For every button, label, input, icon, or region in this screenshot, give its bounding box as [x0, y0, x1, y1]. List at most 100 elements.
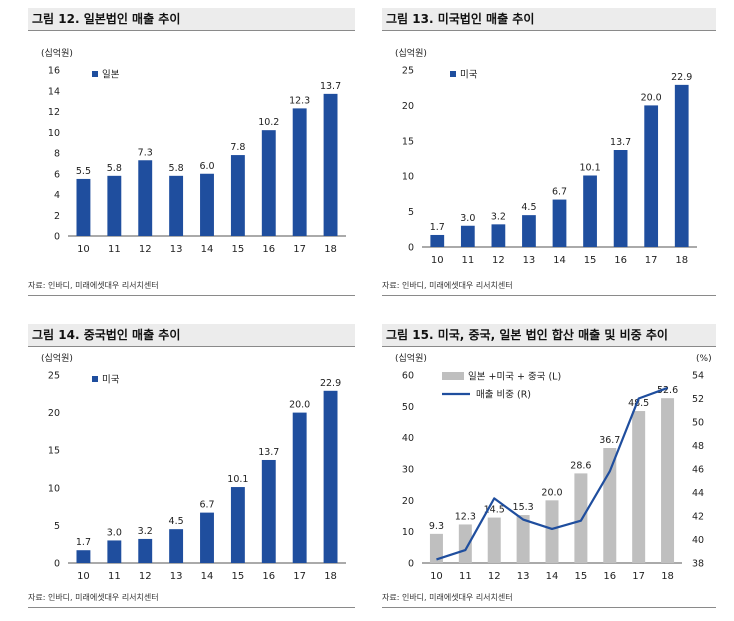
y-tick-label: 50: [402, 402, 414, 413]
y-tick-label: 0: [54, 232, 60, 243]
y-tick-label: 20: [402, 101, 414, 112]
source-note: 자료: 인바디, 미래에셋대우 리서치센터: [28, 593, 159, 602]
figure-panel-12: 그림 12. 일본법인 매출 추이 (십억원) 0 2 4 6 8 10 12 14 16 5.5 1…: [28, 8, 355, 304]
x-tick-label: 13: [523, 255, 536, 266]
legend-bar-swatch: [92, 376, 98, 382]
y-right-tick-label: 46: [692, 465, 704, 476]
x-tick-label: 18: [675, 255, 688, 266]
bar-value-label: 4.5: [521, 202, 536, 213]
y-right-tick-label: 50: [692, 418, 704, 429]
bar-value-label: 6.7: [199, 500, 214, 511]
bar: [430, 234, 445, 247]
bar: [487, 517, 501, 563]
bar-value-label: 52.6: [657, 385, 678, 396]
x-tick-label: 12: [139, 244, 152, 255]
bar-value-label: 12.3: [289, 95, 310, 106]
legend-label: 미국: [460, 70, 478, 81]
legend-bar-swatch: [92, 71, 98, 77]
title-divider: [382, 30, 716, 31]
bar-value-label: 12.3: [455, 511, 476, 522]
bar-value-label: 4.5: [169, 516, 184, 527]
y-axis-unit: (십억원): [395, 47, 427, 59]
y-tick-label: 12: [48, 107, 60, 118]
x-tick-label: 15: [575, 571, 588, 582]
bar: [674, 84, 689, 247]
bottom-divider: [382, 295, 716, 296]
figure-title: 그림 13. 미국법인 매출 추이: [382, 8, 716, 30]
source-note: 자료: 인바디, 미래에셋대우 리서치센터: [28, 281, 159, 290]
bar: [583, 175, 597, 247]
source-note: 자료: 인바디, 미래에셋대우 리서치센터: [382, 281, 513, 290]
bar: [230, 487, 245, 563]
x-tick-label: 18: [661, 571, 674, 582]
bar-value-label: 20.0: [289, 400, 310, 411]
bar: [458, 524, 472, 563]
bar: [323, 390, 338, 563]
title-divider: [28, 346, 355, 347]
bottom-divider: [28, 607, 355, 608]
x-tick-label: 17: [632, 571, 645, 582]
x-tick-label: 15: [232, 571, 245, 582]
x-tick-label: 12: [488, 571, 501, 582]
bar: [613, 150, 628, 247]
x-tick-label: 16: [262, 571, 275, 582]
bar-value-label: 20.0: [541, 487, 562, 498]
bar: [491, 224, 506, 247]
legend-bar-swatch: [442, 372, 464, 380]
figure-panel-13: 그림 13. 미국법인 매출 추이 (십억원) 0 5 10 15 20 25 1.7 10 3.…: [382, 8, 716, 304]
y-right-tick-label: 54: [692, 371, 704, 382]
x-tick-label: 18: [324, 571, 337, 582]
bar-value-label: 5.5: [76, 166, 91, 177]
y-tick-label: 10: [402, 172, 414, 183]
bar: [429, 533, 443, 563]
y-tick-label: 6: [54, 169, 60, 180]
share-line: [436, 386, 668, 561]
y-tick-label: 25: [48, 371, 60, 382]
legend-label: 미국: [102, 375, 120, 386]
y-tick-label: 20: [402, 496, 414, 507]
bottom-divider: [28, 295, 355, 296]
title-divider: [382, 346, 716, 347]
x-tick-label: 10: [77, 244, 90, 255]
x-tick-label: 16: [262, 244, 275, 255]
figure-panel-14: 그림 14. 중국법인 매출 추이 (십억원) 0 5 10 15 20 25 1.7 10 3.…: [28, 324, 355, 614]
bar: [460, 225, 475, 247]
y-axis-unit: (십억원): [41, 352, 73, 364]
x-tick-label: 18: [324, 244, 337, 255]
y-tick-label: 0: [54, 559, 60, 570]
bar-value-label: 13.7: [320, 81, 341, 92]
bar-value-label: 7.8: [230, 142, 245, 153]
x-tick-label: 11: [108, 244, 121, 255]
bar-value-label: 10.2: [258, 117, 279, 128]
bar-value-label: 22.9: [671, 72, 692, 83]
x-tick-label: 17: [645, 255, 658, 266]
y-axis-unit: (십억원): [41, 47, 73, 59]
figure-title: 그림 14. 중국법인 매출 추이: [28, 324, 355, 346]
y-tick-label: 8: [54, 149, 60, 160]
bar: [261, 130, 276, 236]
bar-value-label: 5.8: [169, 163, 184, 174]
bar-value-label: 36.7: [599, 435, 620, 446]
y-tick-label: 40: [402, 433, 414, 444]
figure-title: 그림 15. 미국, 중국, 일본 법인 합산 매출 및 비중 추이: [382, 324, 716, 346]
x-tick-label: 11: [461, 255, 474, 266]
y-tick-label: 4: [54, 190, 60, 201]
figure-title: 그림 12. 일본법인 매출 추이: [28, 8, 355, 30]
bar: [138, 160, 153, 236]
bar-value-label: 28.6: [570, 460, 591, 471]
x-tick-label: 17: [293, 571, 306, 582]
bar: [574, 473, 588, 563]
chart-combined-sales-share: (십억원) 0 10 20 30 40 50 60 (%) 38 40 42 44 46 48 50 52 54 9…: [395, 352, 712, 582]
y-tick-label: 5: [54, 521, 60, 532]
bar-value-label: 13.7: [610, 137, 631, 148]
legend-bar-swatch: [450, 71, 456, 77]
x-tick-label: 10: [77, 571, 90, 582]
bar: [603, 448, 617, 563]
y-right-tick-label: 48: [692, 441, 704, 452]
y-right-tick-label: 40: [692, 535, 704, 546]
y-tick-label: 30: [402, 465, 414, 476]
y-tick-label: 2: [54, 211, 60, 222]
y-right-tick-label: 52: [692, 394, 704, 405]
source-note: 자료: 인바디, 미래에셋대우 리서치센터: [382, 593, 513, 602]
x-tick-label: 14: [553, 255, 566, 266]
